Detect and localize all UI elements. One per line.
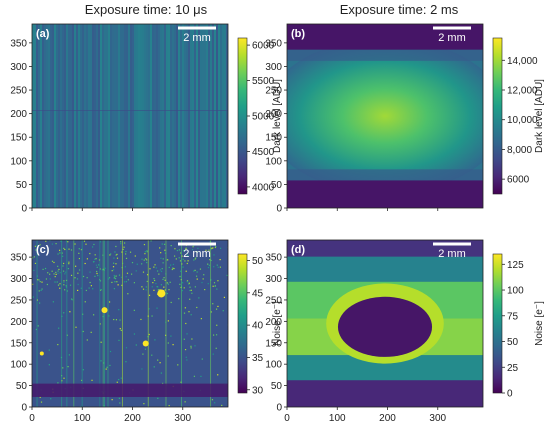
title-left: Exposure time: 10 μs <box>85 2 208 17</box>
heatmap-image <box>32 240 228 407</box>
y-tick-label: 0 <box>21 204 27 215</box>
x-tick-label: 300 <box>174 413 191 424</box>
colorbar-label: Noise [e⁻] <box>272 301 283 346</box>
colorbar-tick-label: 14,000 <box>507 56 538 67</box>
colorbar-tick-label: 50 <box>252 256 264 267</box>
y-tick-label: 350 <box>265 253 282 264</box>
heatmap-image <box>32 24 228 208</box>
y-tick-label: 350 <box>10 253 27 264</box>
scale-bar-label: 2 mm <box>183 32 211 44</box>
y-tick-label: 100 <box>10 156 27 167</box>
panel-a: (a) 2 mm 0 50 100 150 200 250 300 350 4000 4500 5000… <box>10 23 283 215</box>
scale-bar-label: 2 mm <box>183 248 211 260</box>
y-tick-label: 300 <box>10 62 27 73</box>
x-tick-label: 0 <box>29 413 35 424</box>
y-tick-label: 100 <box>10 360 27 371</box>
y-tick-label: 350 <box>265 38 282 49</box>
y-tick-label: 0 <box>276 403 282 414</box>
scale-bar-label: 2 mm <box>438 248 466 260</box>
panel-d: (d) 2 mm 0 50 100 150 200 250 300 350 0 100 200 300 0 2… <box>265 239 545 424</box>
axes-frame <box>286 23 484 209</box>
axes-frame <box>31 239 229 408</box>
panel-label: (c) <box>36 244 50 256</box>
colorbar-tick-label: 5500 <box>252 76 275 87</box>
panel-label: (d) <box>291 244 305 256</box>
y-tick-label: 50 <box>16 180 28 191</box>
colorbar-tick-label: 5000 <box>252 112 275 123</box>
colorbar-tick-label: 4000 <box>252 182 275 193</box>
y-tick-label: 50 <box>271 381 283 392</box>
colorbar <box>492 37 503 195</box>
y-tick-label: 50 <box>16 381 28 392</box>
colorbar-tick-label: 10,000 <box>507 115 538 126</box>
y-tick-label: 250 <box>10 295 27 306</box>
y-tick-label: 250 <box>265 86 282 97</box>
colorbar-label: Dark level [ADU] <box>272 79 283 153</box>
y-tick-label: 150 <box>10 133 27 144</box>
x-tick-label: 200 <box>124 413 141 424</box>
y-tick-label: 100 <box>265 156 282 167</box>
y-tick-label: 250 <box>265 295 282 306</box>
x-tick-label: 200 <box>379 413 396 424</box>
colorbar-tick-label: 45 <box>252 288 264 299</box>
colorbar-tick-label: 6000 <box>252 41 275 52</box>
heatmap-image <box>287 240 483 407</box>
scale-bar-label: 2 mm <box>438 32 466 44</box>
y-tick-label: 200 <box>10 109 27 120</box>
panel-label: (b) <box>291 28 305 40</box>
x-tick-label: 100 <box>74 413 91 424</box>
colorbar-tick-label: 6000 <box>507 175 530 186</box>
colorbar-tick-label: 0 <box>507 389 513 400</box>
y-tick-label: 50 <box>271 180 283 191</box>
y-tick-label: 200 <box>265 109 282 120</box>
colorbar-tick-label: 40 <box>252 321 264 332</box>
colorbar <box>237 253 248 394</box>
colorbar-tick-label: 35 <box>252 353 264 364</box>
y-tick-label: 0 <box>276 204 282 215</box>
panel-b: (b) 2 mm 0 50 100 150 200 250 300 350 6000 8,000 10,… <box>265 23 545 215</box>
y-tick-label: 0 <box>21 403 27 414</box>
axes-frame <box>31 23 229 209</box>
heatmap-image <box>287 24 483 208</box>
axes-frame <box>286 239 484 408</box>
colorbar-tick-label: 125 <box>507 260 524 271</box>
y-tick-label: 300 <box>265 62 282 73</box>
colorbar-label: Noise [e⁻] <box>534 301 545 346</box>
colorbar-tick-label: 50 <box>507 337 519 348</box>
y-tick-label: 350 <box>10 38 27 49</box>
colorbar-tick-label: 12,000 <box>507 86 538 97</box>
colorbar-tick-label: 4500 <box>252 147 275 158</box>
y-tick-label: 250 <box>10 86 27 97</box>
colorbar <box>492 253 503 394</box>
y-tick-label: 150 <box>265 338 282 349</box>
colorbar-tick-label: 25 <box>507 363 519 374</box>
x-tick-label: 300 <box>429 413 446 424</box>
y-tick-label: 200 <box>265 317 282 328</box>
colorbar-tick-label: 75 <box>507 311 519 322</box>
colorbar-label: Dark level [ADU] <box>534 79 545 153</box>
panel-label: (a) <box>36 28 50 40</box>
colorbar-tick-label: 100 <box>507 286 524 297</box>
colorbar-tick-label: 30 <box>252 385 264 396</box>
colorbar-tick-label: 8,000 <box>507 145 532 156</box>
y-tick-label: 300 <box>265 274 282 285</box>
y-tick-label: 150 <box>10 338 27 349</box>
y-tick-label: 200 <box>10 317 27 328</box>
title-right: Exposure time: 2 ms <box>340 2 459 17</box>
x-tick-label: 0 <box>284 413 290 424</box>
x-tick-label: 100 <box>329 413 346 424</box>
y-tick-label: 100 <box>265 360 282 371</box>
y-tick-label: 150 <box>265 133 282 144</box>
colorbar <box>237 37 248 195</box>
y-tick-label: 300 <box>10 274 27 285</box>
